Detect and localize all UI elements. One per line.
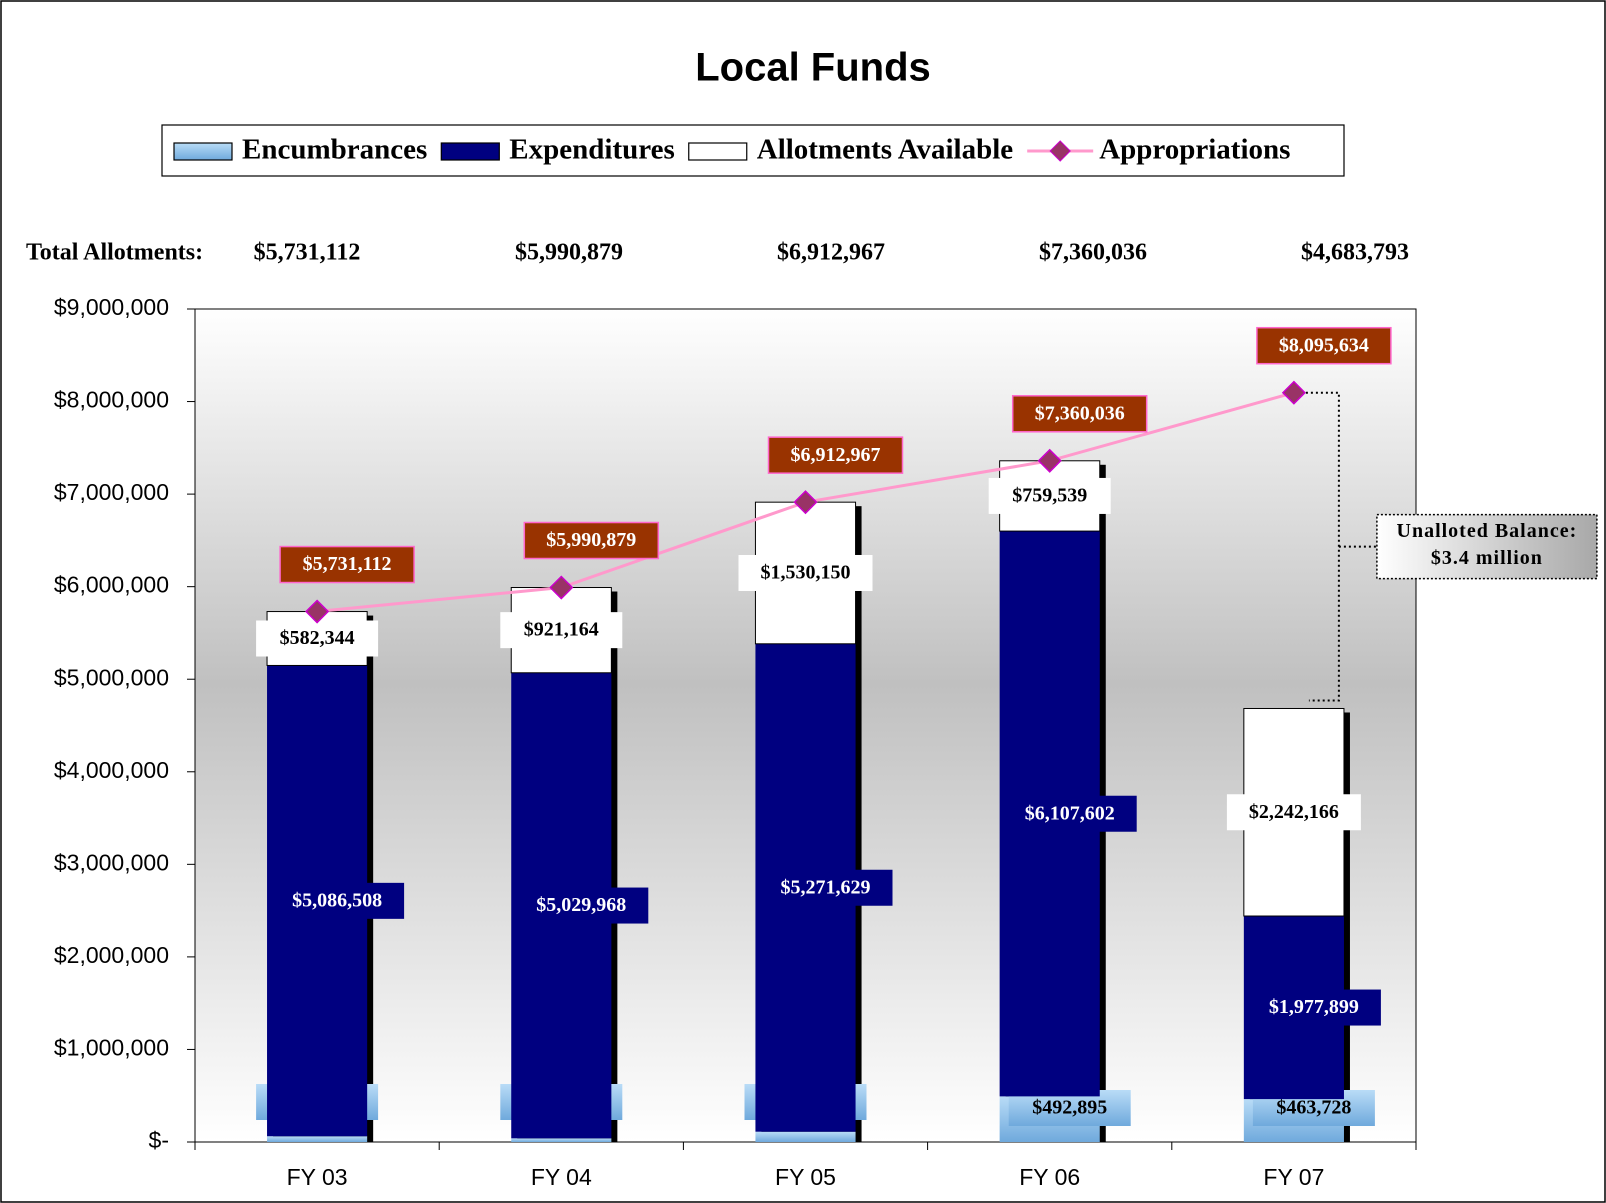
annotation-box	[1376, 513, 1598, 580]
total-allotment: $4,683,793	[1301, 240, 1409, 266]
data-label-box	[279, 545, 415, 584]
total-allotments-label: Total Allotments:	[26, 240, 203, 266]
y-tick-label: $1,000,000	[54, 1035, 169, 1061]
legend-marker	[1049, 140, 1071, 162]
data-label: $5,086,508	[292, 889, 382, 911]
data-label: $492,895	[1032, 1097, 1107, 1119]
y-tick-label: $4,000,000	[54, 757, 169, 783]
data-label-box	[738, 554, 873, 591]
total-allotment: $6,912,967	[777, 240, 885, 266]
y-tick-label: $9,000,000	[54, 294, 169, 320]
data-label: $8,095,634	[1279, 334, 1369, 356]
annotation-bracket	[1305, 391, 1376, 702]
chart-title: Local Funds	[695, 46, 931, 90]
data-label-box	[988, 477, 1111, 514]
x-tick-label: FY 07	[1263, 1164, 1324, 1190]
line-marker	[1281, 380, 1306, 405]
data-label-box	[758, 869, 893, 906]
data-label-box	[514, 887, 649, 924]
y-tick-label: $2,000,000	[54, 942, 169, 968]
data-label-box	[1226, 794, 1361, 831]
line-marker	[793, 490, 818, 515]
legend-label: Appropriations	[1099, 134, 1290, 166]
data-label: $921,164	[524, 619, 599, 641]
data-label-box	[1002, 795, 1137, 832]
data-label: $5,731,112	[303, 553, 392, 575]
annotation-text: $3.4 million	[1431, 547, 1543, 569]
data-label-box	[500, 612, 623, 649]
legend-box	[161, 124, 1345, 177]
data-label: $7,360,036	[1035, 402, 1125, 424]
y-tick-label: $7,000,000	[54, 479, 169, 505]
data-label: $582,344	[280, 627, 355, 649]
data-label: $5,029,968	[536, 894, 626, 916]
data-label: $463,728	[1276, 1097, 1351, 1119]
total-allotment: $5,731,112	[254, 240, 361, 266]
y-tick-label: $6,000,000	[54, 572, 169, 598]
legend-label: Allotments Available	[757, 134, 1014, 166]
bar-segment	[511, 1138, 612, 1142]
data-label-box	[270, 882, 405, 919]
legend-swatch	[440, 142, 500, 161]
data-label: $5,990,879	[546, 529, 636, 551]
data-label-box	[1011, 395, 1148, 433]
legend-label: Expenditures	[509, 134, 674, 166]
line-marker	[305, 599, 330, 624]
data-label: $5,271,629	[781, 876, 871, 898]
y-tick-label: $3,000,000	[54, 849, 169, 875]
y-tick-label: $-	[149, 1127, 169, 1153]
data-label: $2,242,166	[1249, 801, 1339, 823]
data-label: $6,107,602	[1025, 802, 1115, 824]
total-allotment: $7,360,036	[1039, 240, 1147, 266]
legend-swatch	[688, 142, 748, 161]
y-tick-label: $8,000,000	[54, 387, 169, 413]
data-label-box	[767, 436, 904, 474]
y-tick-label: $5,000,000	[54, 664, 169, 690]
x-tick-label: FY 06	[1019, 1164, 1080, 1190]
data-label-box	[1246, 989, 1381, 1026]
line-marker	[549, 575, 574, 600]
line-marker	[1037, 448, 1062, 473]
bar-segment	[755, 1131, 856, 1142]
legend-label: Encumbrances	[242, 134, 427, 166]
total-allotment: $5,990,879	[515, 240, 623, 266]
data-label: $1,977,899	[1269, 996, 1359, 1018]
annotation-text: Unalloted Balance:	[1397, 520, 1578, 542]
data-label-box	[523, 521, 660, 560]
data-label-box	[1256, 326, 1392, 365]
x-tick-label: FY 04	[531, 1164, 592, 1190]
data-label: $759,539	[1012, 485, 1087, 507]
legend-swatch	[173, 142, 233, 161]
x-tick-label: FY 03	[287, 1164, 348, 1190]
data-label: $6,912,967	[791, 444, 881, 466]
data-label: $1,530,150	[761, 562, 851, 584]
x-tick-label: FY 05	[775, 1164, 836, 1190]
bar-segment	[267, 1136, 368, 1142]
data-label-box	[256, 620, 379, 657]
